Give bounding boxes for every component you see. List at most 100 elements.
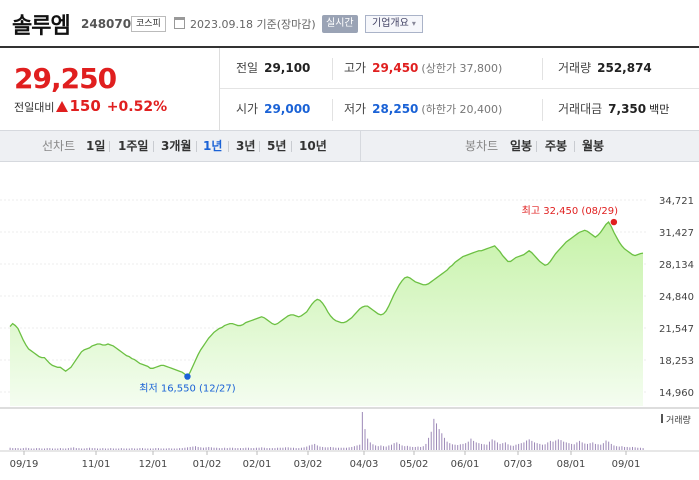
volume-bar: [639, 447, 641, 450]
volume-bar: [22, 448, 24, 450]
volume-bar: [613, 445, 615, 450]
volume-bar: [573, 444, 575, 450]
volume-bar: [409, 446, 411, 450]
volume-bar: [436, 423, 438, 450]
volume-bar: [73, 447, 75, 450]
volume-bar: [351, 446, 353, 450]
tab-monthly[interactable]: 월봉: [582, 139, 605, 153]
tab-1y[interactable]: 1년: [203, 139, 223, 153]
volume-bar: [30, 448, 32, 450]
tab-separator: [196, 141, 197, 152]
volume-bar: [557, 439, 559, 450]
volume-bar: [33, 448, 35, 450]
change-label: 전일대비: [14, 101, 55, 114]
stat-high: 고가 29,450 (상한가 37,800): [344, 48, 502, 89]
stat-divider: [332, 99, 333, 121]
volume-bar: [401, 445, 403, 450]
tab-1d[interactable]: 1일: [86, 139, 106, 153]
volume-bar: [459, 444, 461, 450]
x-tick-label: 09/19: [10, 459, 39, 470]
volume-bar: [120, 448, 122, 450]
volume-bar: [523, 442, 525, 450]
x-tick-label: 07/03: [504, 459, 533, 470]
stat-value: 29,000: [264, 102, 311, 116]
volume-bar: [555, 440, 557, 450]
volume-bar: [126, 448, 128, 450]
x-tick-label: 08/01: [557, 459, 586, 470]
volume-bar: [99, 448, 101, 450]
x-tick-label: 03/02: [294, 459, 323, 470]
stat-label: 저가: [344, 102, 367, 116]
volume-bar: [507, 444, 509, 450]
stat-unit: 백만: [649, 103, 670, 116]
volume-bar: [388, 445, 390, 450]
volume-bar: [194, 446, 196, 450]
volume-bar: [234, 448, 236, 450]
volume-bar: [369, 442, 371, 450]
volume-bar: [526, 440, 528, 450]
volume-bar: [544, 444, 546, 450]
volume-bar: [494, 440, 496, 450]
price-area: [10, 222, 643, 406]
stock-name: 솔루엠: [12, 14, 71, 39]
volume-bar: [54, 448, 56, 450]
volume-bar: [412, 446, 414, 450]
volume-bar: [396, 442, 398, 450]
volume-bar: [398, 443, 400, 450]
volume-bar: [287, 447, 289, 450]
x-tick-label: 11/01: [82, 459, 111, 470]
volume-bar: [319, 446, 321, 450]
volume-bar: [510, 445, 512, 450]
tab-3m[interactable]: 3개월: [161, 139, 192, 153]
stat-label: 전일: [236, 61, 259, 75]
tab-separator: [536, 141, 537, 152]
volume-bar: [147, 448, 149, 450]
tab-1w[interactable]: 1주일: [118, 139, 149, 153]
line-chart-label: 선차트: [42, 139, 76, 153]
volume-bar: [70, 447, 72, 450]
tab-daily[interactable]: 일봉: [510, 139, 533, 153]
tab-3y[interactable]: 3년: [236, 139, 256, 153]
volume-bar: [266, 448, 268, 450]
volume-bar: [560, 440, 562, 450]
stat-divider: [332, 58, 333, 80]
price-stats: 전일 29,100 고가 29,450 (상한가 37,800) 거래량 252,874…: [220, 48, 699, 130]
tab-5y[interactable]: 5년: [267, 139, 287, 153]
volume-bar: [584, 443, 586, 450]
volume-bar: [335, 447, 337, 450]
realtime-button[interactable]: 실시간: [322, 15, 358, 33]
volume-bar: [621, 446, 623, 450]
x-tick-label: 04/03: [350, 459, 379, 470]
tab-separator: [291, 141, 292, 152]
tab-weekly[interactable]: 주봉: [545, 139, 568, 153]
tab-separator: [259, 141, 260, 152]
high-annotation: 최고 32,450 (08/29): [522, 205, 618, 217]
stat-label: 거래대금: [558, 102, 603, 116]
volume-bar: [136, 448, 138, 450]
price-chart[interactable]: 34,721 31,427 28,134 24,840 21,547 18,253 14,9…: [0, 162, 699, 480]
volume-bar: [237, 448, 239, 450]
volume-bar: [478, 443, 480, 450]
volume-bar: [91, 448, 93, 450]
x-tick-label: 12/01: [139, 459, 168, 470]
volume-bar: [51, 448, 53, 450]
volume-bars: [9, 412, 644, 450]
volume-bar: [232, 447, 234, 450]
price-panel: 29,250 전일대비 150 +0.52%: [0, 48, 220, 130]
volume-bar: [240, 448, 242, 450]
y-tick-label: 24,840: [659, 292, 694, 303]
volume-bar: [12, 448, 14, 450]
stats-row: 전일 29,100 고가 29,450 (상한가 37,800) 거래량 252,874: [220, 48, 699, 89]
tab-10y[interactable]: 10년: [299, 139, 327, 153]
y-tick-label: 34,721: [659, 196, 694, 207]
date-text: 2023.09.18 기준(장마감): [190, 18, 316, 31]
volume-bar: [518, 443, 520, 450]
volume-bar: [75, 448, 77, 450]
volume-bar: [250, 448, 252, 450]
company-overview-button[interactable]: 기업개요 ▾: [365, 15, 423, 33]
current-price: 29,250: [14, 62, 117, 95]
volume-bar: [441, 433, 443, 450]
volume-bar: [626, 446, 628, 450]
volume-bar: [390, 444, 392, 450]
volume-bar: [502, 443, 504, 450]
